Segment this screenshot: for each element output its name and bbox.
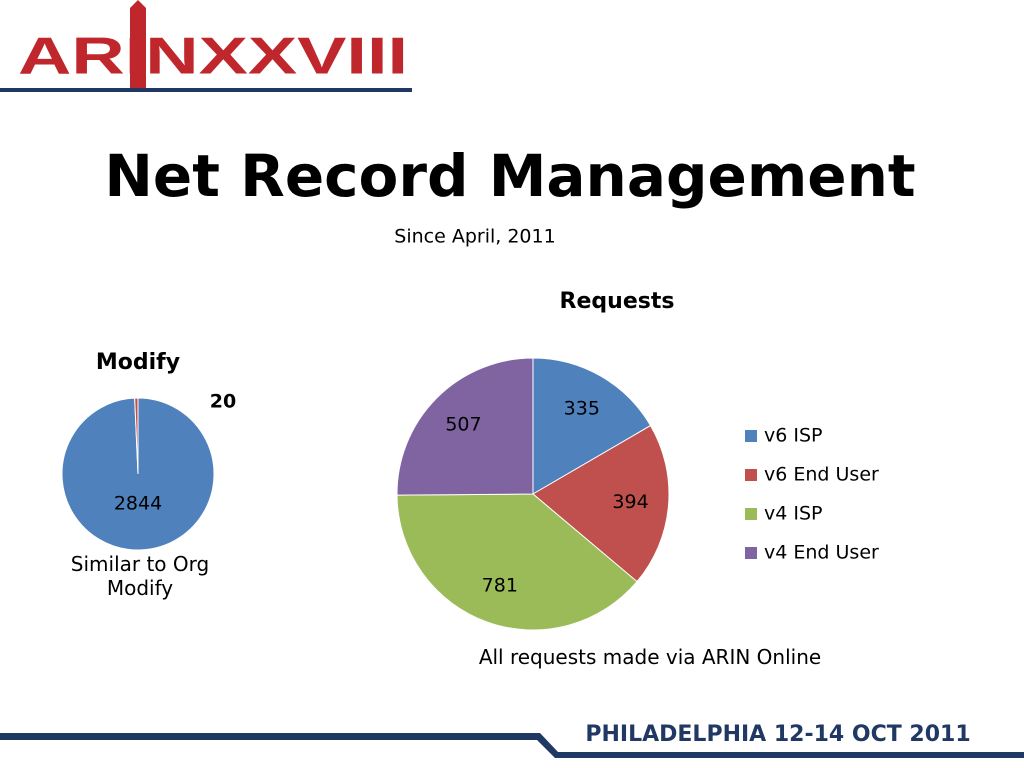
legend-swatch xyxy=(745,469,757,481)
tower-top xyxy=(130,0,146,8)
footer-rule xyxy=(0,733,1024,758)
chart-title: Requests xyxy=(560,289,675,314)
pie-slice xyxy=(532,357,652,495)
data-label: 20 xyxy=(210,391,236,413)
logo: ARINXXVIII xyxy=(18,28,408,86)
annotation: Similar to Org Modify xyxy=(70,552,210,600)
subtitle: Since April, 2011 xyxy=(394,226,555,248)
legend-label: v4 ISP xyxy=(764,503,823,525)
data-label: 507 xyxy=(445,414,481,436)
data-label: 2844 xyxy=(114,493,162,515)
slide-title: Net Record Management xyxy=(104,142,915,210)
legend-label: v6 ISP xyxy=(764,425,823,447)
legend-label: v4 End User xyxy=(764,542,879,564)
footer-text: PHILADELPHIA 12-14 OCT 2011 xyxy=(585,722,970,747)
data-label: 335 xyxy=(564,398,600,420)
annotation: All requests made via ARIN Online xyxy=(478,645,822,669)
legend-label: v6 End User xyxy=(764,464,879,486)
pie-slice xyxy=(134,397,139,475)
pie-slice xyxy=(396,493,638,631)
legend-swatch xyxy=(745,547,757,559)
legend-swatch xyxy=(745,430,757,442)
data-label: 394 xyxy=(612,491,648,513)
data-label: 781 xyxy=(482,575,518,597)
pie-slice xyxy=(396,357,534,496)
chart-title: Modify xyxy=(96,350,180,375)
tower-icon xyxy=(130,8,146,88)
pie-slice xyxy=(532,424,670,583)
legend-swatch xyxy=(745,508,757,520)
